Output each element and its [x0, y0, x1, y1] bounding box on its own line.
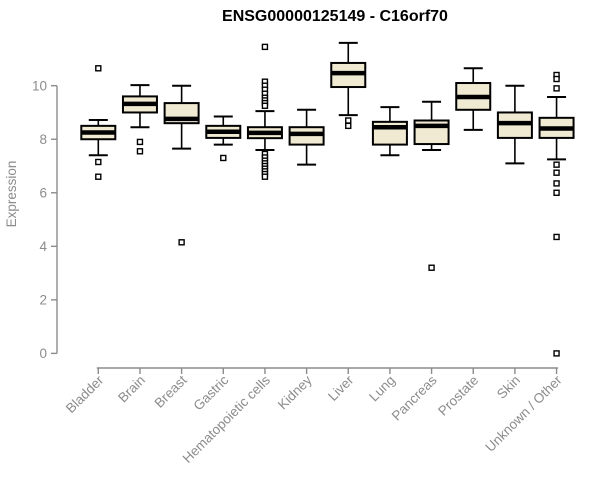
boxplot-liver	[330, 41, 367, 130]
outlier-point	[345, 117, 352, 124]
boxplot-skin	[496, 84, 533, 165]
outlier-point	[553, 350, 560, 357]
y-tick-label: 6	[39, 186, 47, 201]
boxplot-kidney	[288, 108, 325, 166]
x-tick-label: Unknown / Other	[482, 372, 565, 455]
outlier-point	[261, 173, 269, 180]
boxplot-prostate	[455, 67, 492, 131]
boxplot-gastric	[205, 115, 242, 162]
y-tick-label: 4	[39, 239, 47, 254]
y-tick-label: 10	[32, 79, 47, 94]
boxplot-brain	[121, 84, 158, 155]
x-tick-label: Pancreas	[389, 372, 440, 423]
chart-title: ENSG00000125149 - C16orf70	[222, 8, 448, 25]
boxplot-breast	[163, 84, 200, 246]
outlier-point	[178, 239, 185, 246]
outlier-point	[553, 85, 560, 92]
outlier-point	[261, 43, 269, 51]
outlier-point	[553, 75, 560, 83]
x-tick-label: Kidney	[275, 372, 315, 412]
outlier-point	[553, 189, 560, 196]
x-tick-label: Liver	[325, 372, 357, 404]
outlier-point	[136, 148, 144, 155]
y-tick-label: 8	[39, 132, 47, 147]
x-tick-label: Prostate	[435, 373, 481, 419]
boxplot-lung	[371, 106, 408, 157]
x-tick-label: Brain	[115, 373, 148, 406]
outlier-point	[345, 122, 352, 130]
outlier-point	[136, 138, 144, 146]
y-tick-label: 0	[39, 346, 47, 361]
outlier-point	[553, 180, 560, 187]
x-tick-label: Skin	[494, 373, 523, 402]
boxplots	[80, 41, 575, 357]
y-axis-label: Expression	[4, 161, 19, 228]
outlier-point	[261, 102, 269, 109]
outlier-point	[428, 264, 435, 271]
outlier-point	[553, 169, 560, 176]
outlier-point	[553, 161, 560, 168]
x-tick-label: Bladder	[63, 372, 107, 416]
boxplot-unknown-other	[538, 71, 575, 357]
x-tick-label: Breast	[152, 372, 190, 410]
outlier-point	[95, 65, 102, 72]
outlier-point	[95, 173, 102, 180]
x-tick-label: Lung	[366, 373, 398, 405]
outlier-point	[553, 233, 560, 241]
y-tick-label: 2	[39, 293, 47, 308]
outlier-point	[220, 154, 227, 162]
outlier-point	[95, 158, 102, 166]
boxplot-pancreas	[413, 100, 450, 271]
boxplot-hematopoietic-cells	[246, 43, 283, 180]
x-tick-label: Gastric	[191, 372, 232, 413]
boxplot-bladder	[80, 65, 117, 180]
